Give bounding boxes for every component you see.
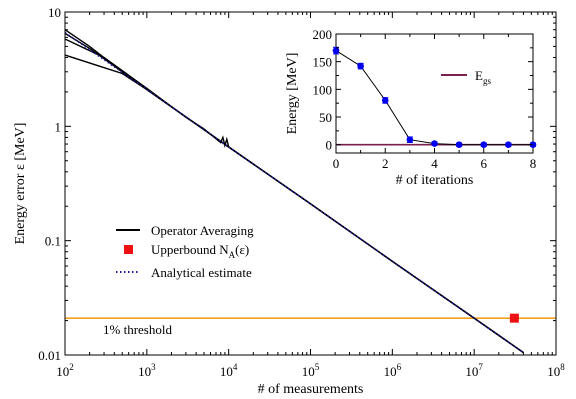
energy-point [480, 141, 488, 148]
energy-point [381, 97, 389, 104]
y-tick-label: 1 [55, 119, 62, 134]
inset-plot-frame [335, 33, 534, 154]
x-axis-label: # of measurements [258, 382, 364, 397]
y-tick-label: 0.1 [45, 234, 61, 249]
legend-label-operator-averaging: Operator Averaging [151, 223, 254, 238]
x-tick-label: 102 [56, 362, 74, 379]
inset-y-tick-label: 150 [313, 55, 333, 70]
inset-y-axis-label: Energy [MeV] [285, 53, 300, 135]
inset-x-tick-label: 4 [431, 156, 438, 171]
series-operator-averaging-run-4 [64, 38, 524, 354]
x-tick-label: 104 [220, 362, 238, 379]
inset-y-tick-label: 200 [313, 27, 333, 42]
legend-swatch-upperbound [124, 245, 133, 254]
inset-legend: Egs [441, 68, 491, 86]
x-tick-label: 108 [547, 362, 565, 379]
y-axis-label: Energy error ε [MeV] [13, 123, 28, 245]
legend-label-egs: Egs [475, 68, 491, 86]
energy-point [332, 47, 340, 54]
y-tick-label: 10 [48, 5, 61, 20]
x-tick-label: 106 [384, 362, 402, 379]
inset-y-tick-label: 50 [319, 110, 332, 125]
threshold-label: 1% threshold [103, 322, 172, 337]
x-tick-label: 103 [138, 362, 156, 379]
energy-point [406, 136, 414, 144]
inset-plot: 0 2 4 6 8 0 50 100 150 200 # of iterations Energy [… [285, 27, 537, 188]
x-tick-label: 107 [465, 362, 483, 379]
inset-x-axis-label: # of iterations [396, 173, 474, 188]
y-tick-label: 0.01 [38, 348, 61, 363]
main-legend: Operator Averaging Upperbound NA(ε) Anal… [116, 223, 254, 280]
energy-point [455, 141, 463, 148]
energy-point [505, 141, 512, 148]
inset-y-tick-label: 100 [313, 82, 333, 97]
inset-x-tick-label: 6 [481, 156, 488, 171]
inset-y-tick-label: 0 [326, 138, 333, 153]
energy-point [357, 62, 364, 70]
legend-label-analytical-estimate: Analytical estimate [151, 265, 252, 280]
upperbound-marker [509, 313, 519, 323]
inset-x-tick-label: 2 [382, 156, 389, 171]
inset-x-tick-label: 8 [530, 156, 537, 171]
legend-label-upperbound: Upperbound NA(ε) [151, 242, 249, 260]
energy-point [431, 140, 438, 147]
x-tick-label: 105 [302, 362, 320, 379]
inset-x-tick-label: 0 [333, 156, 340, 171]
